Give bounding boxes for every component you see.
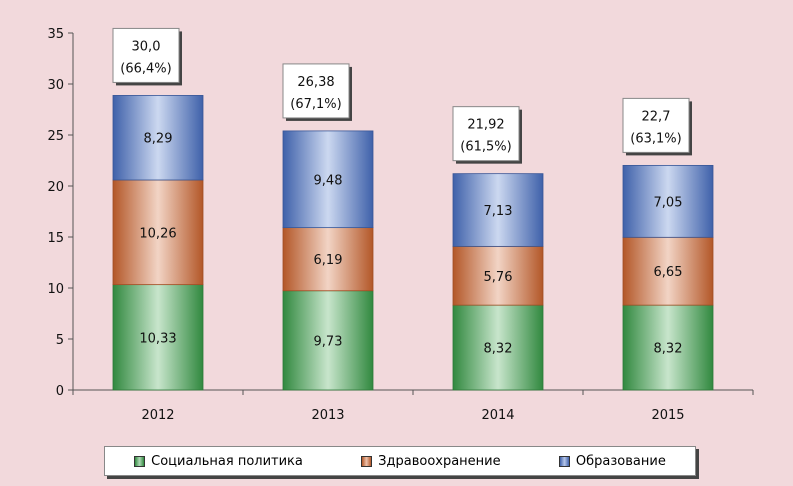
bar-segment (282, 290, 374, 391)
bar-segment (622, 236, 714, 306)
bar-segment (112, 95, 204, 181)
bar-segment (112, 179, 204, 286)
data-label: 5,76 (484, 270, 513, 285)
legend-item: Образование (558, 453, 666, 469)
data-label: 8,32 (484, 342, 513, 357)
total-callout-box (622, 97, 690, 153)
bar-segment (282, 130, 374, 229)
total-value: 22,7 (642, 109, 671, 124)
y-tick-label: 25 (47, 129, 64, 144)
bars: 10,33 10,26 8,29 9,73 6,19 9,48 8,32 5,76 7,13 8,… (112, 95, 714, 391)
total-value: 30,0 (132, 39, 161, 54)
data-label: 9,48 (314, 173, 343, 188)
legend: Социальная политика Здравоохранение Образо… (104, 446, 696, 476)
data-label: 7,05 (654, 195, 683, 210)
data-label: 10,33 (139, 331, 176, 346)
data-label: 8,32 (654, 342, 683, 357)
legend-swatch (361, 455, 373, 467)
data-label: 10,26 (139, 226, 176, 241)
x-tick-label: 2014 (481, 408, 514, 423)
bar-segment (622, 304, 714, 391)
data-label: 9,73 (314, 334, 343, 349)
total-value: 26,38 (297, 75, 334, 90)
legend-label: Социальная политика (151, 453, 303, 469)
y-tick-label: 30 (47, 78, 64, 93)
data-label: 6,65 (654, 265, 683, 280)
x-tick-label: 2012 (141, 408, 174, 423)
total-value: 21,92 (467, 118, 504, 133)
y-tick-label: 0 (56, 384, 64, 399)
y-tick-label: 35 (47, 27, 64, 42)
total-callout-box (282, 63, 350, 119)
bar-segment (452, 173, 544, 247)
total-callout-box (452, 106, 520, 162)
bar-segment (452, 304, 544, 391)
y-tick-label: 10 (47, 282, 64, 297)
total-share: (67,1%) (290, 97, 341, 112)
y-tick-label: 20 (47, 180, 64, 195)
total-callouts: 30,0 (66,4%) 26,38 (67,1%) 21,92 (61,5%) 22,7 (… (112, 27, 692, 164)
total-share: (63,1%) (630, 131, 681, 146)
bar-segment (112, 284, 204, 391)
total-callout-box (112, 27, 180, 83)
x-tick-label: 2015 (651, 408, 684, 423)
total-share: (66,4%) (120, 61, 171, 76)
y-tick-label: 5 (56, 333, 64, 348)
legend-item: Социальная политика (134, 454, 303, 469)
legend-item: Здравоохранение (361, 453, 501, 469)
y-tick-label: 15 (47, 231, 64, 246)
axes: 0 5 10 15 20 25 30 35 2012 2013 2014 2015 (47, 27, 754, 423)
data-label: 8,29 (144, 132, 173, 147)
legend-swatch (558, 455, 570, 467)
legend-label: Образование (575, 453, 666, 469)
legend-swatch (134, 455, 146, 467)
x-tick-label: 2013 (311, 408, 344, 423)
data-label: 6,19 (314, 253, 343, 268)
bar-segment (452, 245, 544, 306)
data-label: 7,13 (484, 204, 513, 219)
total-share: (61,5%) (460, 140, 511, 155)
bar-segment (622, 164, 714, 238)
legend-label: Здравоохранение (378, 453, 501, 469)
